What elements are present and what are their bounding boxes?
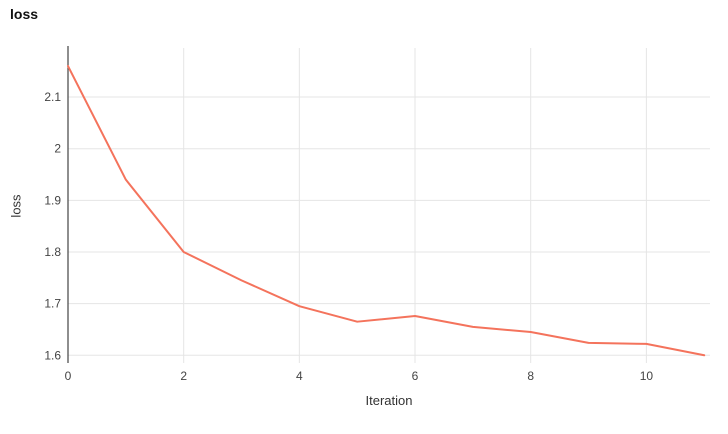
- y-tick-label: 1.7: [44, 297, 61, 311]
- x-tick-label: 6: [412, 369, 419, 383]
- y-tick-label: 1.9: [44, 193, 61, 207]
- y-tick-label: 2.1: [44, 90, 61, 104]
- y-axis-label: loss: [8, 194, 24, 218]
- x-tick-label: 2: [180, 369, 187, 383]
- y-tick-label: 1.6: [44, 348, 61, 362]
- x-tick-label: 10: [640, 369, 654, 383]
- x-tick-label: 8: [527, 369, 534, 383]
- loss-line-series[interactable]: [67, 65, 706, 357]
- x-tick-label: 0: [65, 369, 72, 383]
- y-tick-label: 1.8: [44, 245, 61, 259]
- chart-title: loss: [10, 6, 39, 22]
- x-tick-label: 4: [296, 369, 303, 383]
- y-tick-label: 2: [54, 142, 61, 156]
- x-axis-label: Iteration: [365, 393, 413, 408]
